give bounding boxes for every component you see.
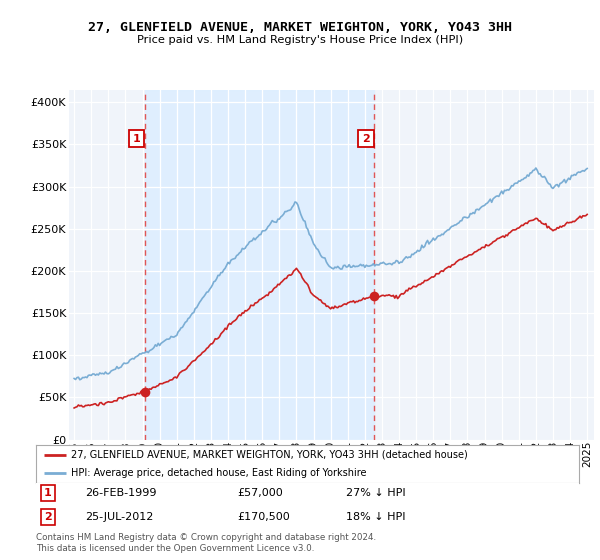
Text: Price paid vs. HM Land Registry's House Price Index (HPI): Price paid vs. HM Land Registry's House … [137, 35, 463, 45]
Text: £170,500: £170,500 [237, 512, 290, 522]
Text: 18% ↓ HPI: 18% ↓ HPI [346, 512, 405, 522]
Text: 25-JUL-2012: 25-JUL-2012 [85, 512, 153, 522]
Text: 1: 1 [133, 133, 140, 143]
Text: 2: 2 [44, 512, 52, 522]
Text: Contains HM Land Registry data © Crown copyright and database right 2024.
This d: Contains HM Land Registry data © Crown c… [36, 533, 376, 553]
Text: HPI: Average price, detached house, East Riding of Yorkshire: HPI: Average price, detached house, East… [71, 468, 367, 478]
Bar [145, 90, 374, 440]
Text: £57,000: £57,000 [237, 488, 283, 498]
Text: 1: 1 [44, 488, 52, 498]
Text: 27% ↓ HPI: 27% ↓ HPI [346, 488, 405, 498]
Text: 27, GLENFIELD AVENUE, MARKET WEIGHTON, YORK, YO43 3HH (detached house): 27, GLENFIELD AVENUE, MARKET WEIGHTON, Y… [71, 450, 468, 460]
Text: 2: 2 [362, 133, 370, 143]
Text: 26-FEB-1999: 26-FEB-1999 [85, 488, 157, 498]
Text: 27, GLENFIELD AVENUE, MARKET WEIGHTON, YORK, YO43 3HH: 27, GLENFIELD AVENUE, MARKET WEIGHTON, Y… [88, 21, 512, 34]
